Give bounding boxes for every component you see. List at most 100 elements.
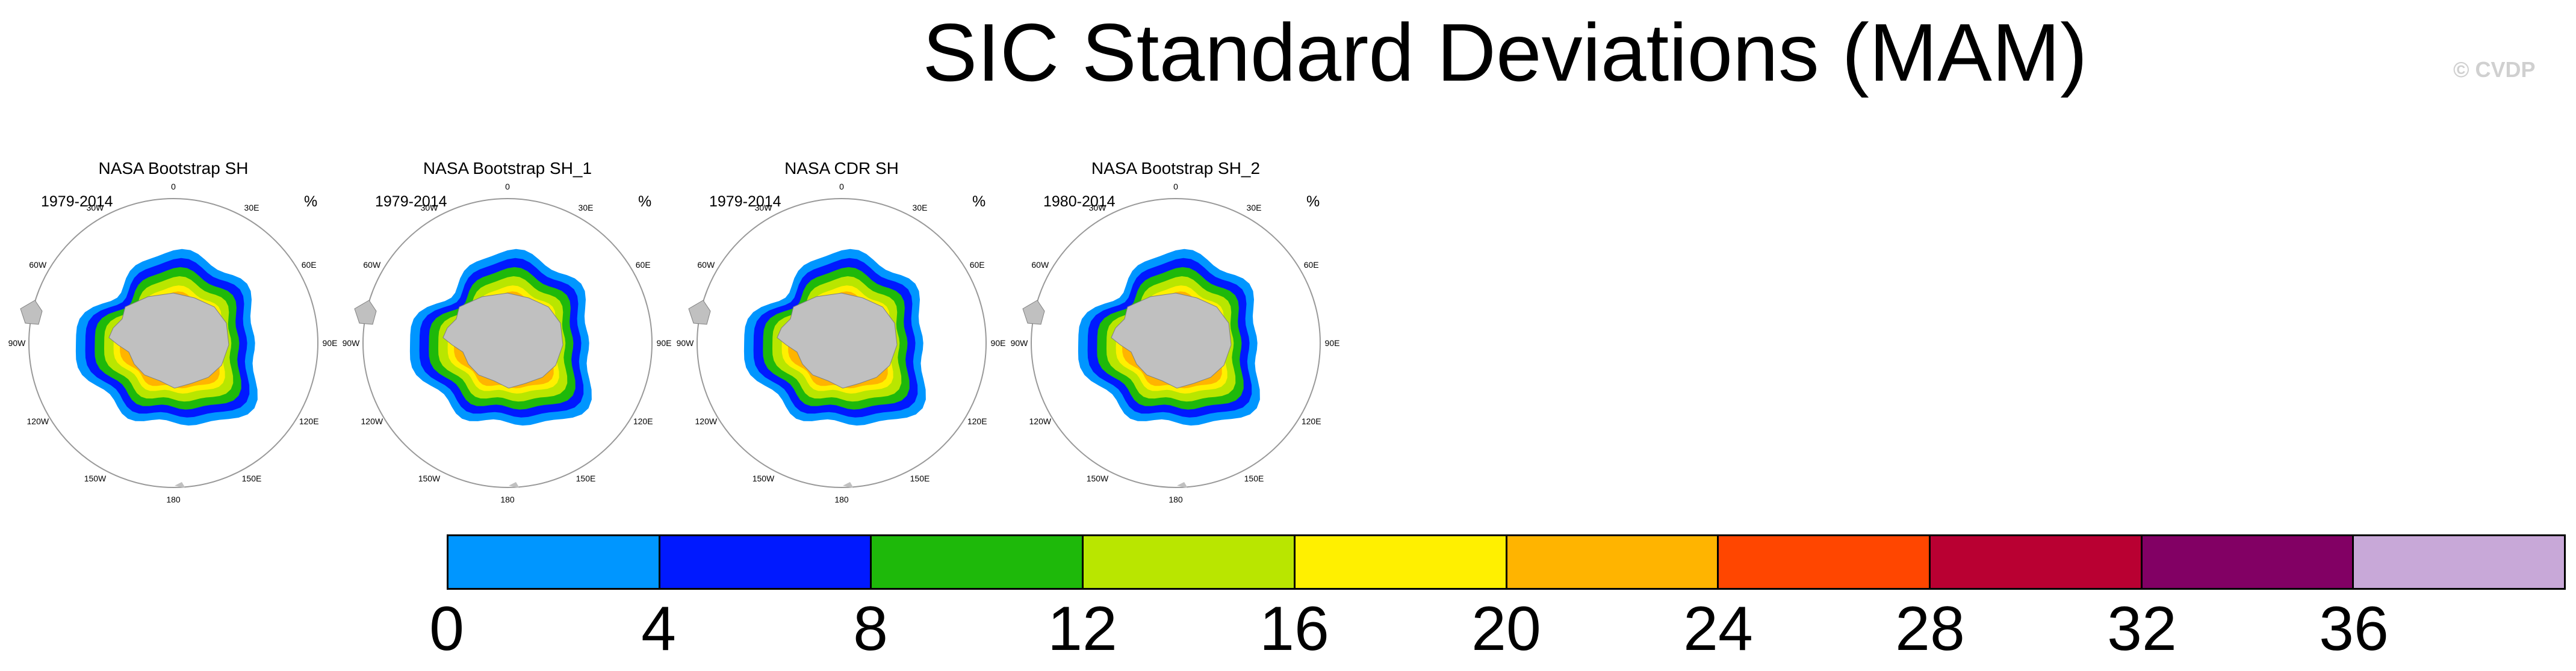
longitude-label: 150W (418, 474, 441, 483)
polar-map: 0 30E 60E 90E 120E 150E 180 150W 120W 90W 60W 30W (343, 182, 672, 504)
panel-period: 1979-2014 (41, 193, 113, 210)
longitude-label: 90E (1325, 338, 1340, 348)
south-america-landmass (1022, 300, 1045, 325)
longitude-label: 150E (576, 474, 596, 483)
longitude-label: 30E (579, 203, 594, 212)
antarctica-landmass (1111, 292, 1232, 389)
longitude-label: 120W (1029, 416, 1052, 426)
longitude-label: 0 (505, 182, 510, 191)
longitude-label: 60W (363, 260, 381, 270)
antarctica-landmass (777, 292, 898, 389)
longitude-label: 90E (657, 338, 672, 348)
colorbar-swatch (1293, 536, 1506, 588)
new-zealand-landmass (509, 482, 520, 488)
colorbar-swatch (1082, 536, 1294, 588)
longitude-label: 150E (910, 474, 930, 483)
antarctica-landmass (442, 292, 563, 389)
page-title: SIC Standard Deviations (MAM) (922, 7, 2088, 98)
longitude-label: 90E (991, 338, 1006, 348)
longitude-label: 180 (166, 495, 181, 504)
colorbar-swatch (2352, 536, 2565, 588)
longitude-label: 120W (695, 416, 718, 426)
longitude-label: 60E (970, 260, 985, 270)
panel-period: 1980-2014 (1043, 193, 1116, 210)
longitude-label: 90W (1011, 338, 1029, 348)
south-america-landmass (354, 300, 377, 325)
longitude-label: 180 (834, 495, 849, 504)
colorbar-swatch (1717, 536, 1929, 588)
colorbar-tick-label: 24 (1683, 594, 1753, 664)
longitude-label: 150E (1244, 474, 1264, 483)
map-panel-2: 0 30E 60E 90E 120E 150E 180 150W 120W 90W 60W 30W N… (343, 153, 672, 504)
panel-title: NASA Bootstrap SH_2 (1091, 159, 1261, 178)
longitude-label: 60E (302, 260, 317, 270)
colorbar-swatch (1505, 536, 1718, 588)
south-america-landmass (20, 300, 43, 325)
longitude-label: 30W (87, 203, 105, 212)
longitude-label: 120E (633, 416, 653, 426)
longitude-label: 150E (242, 474, 262, 483)
longitude-label: 90W (677, 338, 695, 348)
panel-unit: % (1306, 193, 1320, 210)
new-zealand-landmass (1177, 482, 1188, 488)
panel-unit: % (972, 193, 986, 210)
longitude-label: 60E (1304, 260, 1319, 270)
longitude-label: 30E (1247, 203, 1262, 212)
longitude-label: 0 (171, 182, 176, 191)
longitude-label: 90W (8, 338, 26, 348)
longitude-label: 60W (1031, 260, 1049, 270)
longitude-label: 90W (343, 338, 361, 348)
colorbar-swatch (870, 536, 1082, 588)
polar-map: 0 30E 60E 90E 120E 150E 180 150W 120W 90W 60W 30W (677, 182, 1006, 504)
map-panel-3: 0 30E 60E 90E 120E 150E 180 150W 120W 90W 60W 30W N… (677, 153, 1006, 504)
south-america-landmass (688, 300, 711, 325)
longitude-label: 60E (636, 260, 651, 270)
colorbar-tick-label: 12 (1047, 594, 1117, 664)
longitude-label: 30W (421, 203, 439, 212)
longitude-label: 120E (967, 416, 987, 426)
antarctica-landmass (108, 292, 229, 389)
longitude-label: 0 (1173, 182, 1178, 191)
polar-map: 0 30E 60E 90E 120E 150E 180 150W 120W 90W 60W 30W (1011, 182, 1340, 504)
colorbar-swatch (658, 536, 871, 588)
panel-title: NASA CDR SH (784, 159, 899, 178)
colorbar-tick-label: 8 (853, 594, 888, 664)
longitude-label: 60W (29, 260, 47, 270)
panel-period: 1979-2014 (709, 193, 781, 210)
new-zealand-landmass (843, 482, 854, 488)
panel-period: 1979-2014 (375, 193, 447, 210)
longitude-label: 60W (697, 260, 715, 270)
colorbar-tick-label: 32 (2107, 594, 2177, 664)
panel-unit: % (638, 193, 652, 210)
longitude-label: 0 (839, 182, 844, 191)
map-panel-4: 0 30E 60E 90E 120E 150E 180 150W 120W 90W 60W 30W N… (1011, 153, 1340, 504)
longitude-label: 150W (1087, 474, 1109, 483)
colorbar-tick-label: 20 (1471, 594, 1541, 664)
longitude-label: 150W (84, 474, 107, 483)
colorbar-swatch (448, 536, 659, 588)
panel-title: NASA Bootstrap SH (98, 159, 249, 178)
longitude-label: 180 (500, 495, 515, 504)
new-zealand-landmass (175, 482, 185, 488)
longitude-label: 120W (361, 416, 383, 426)
colorbar-swatch (2140, 536, 2353, 588)
map-panel-1: 0 30E 60E 90E 120E 150E 180 150W 120W 90W 60W 30W N… (8, 153, 338, 504)
longitude-label: 30E (244, 203, 259, 212)
longitude-label: 30W (1089, 203, 1107, 212)
longitude-label: 120W (27, 416, 49, 426)
colorbar (447, 534, 2566, 590)
longitude-label: 120E (299, 416, 319, 426)
colorbar-swatch (1928, 536, 2141, 588)
colorbar-tick-label: 28 (1895, 594, 1965, 664)
cvdp-watermark: © CVDP (2453, 57, 2536, 82)
colorbar-tick-label: 36 (2319, 594, 2389, 664)
longitude-label: 30W (755, 203, 773, 212)
longitude-label: 120E (1302, 416, 1321, 426)
panel-unit: % (304, 193, 318, 210)
panel-title: NASA Bootstrap SH_1 (423, 159, 592, 178)
colorbar-tick-label: 16 (1259, 594, 1329, 664)
longitude-label: 180 (1169, 495, 1183, 504)
longitude-label: 90E (323, 338, 338, 348)
longitude-label: 30E (913, 203, 928, 212)
colorbar-tick-label: 4 (641, 594, 676, 664)
